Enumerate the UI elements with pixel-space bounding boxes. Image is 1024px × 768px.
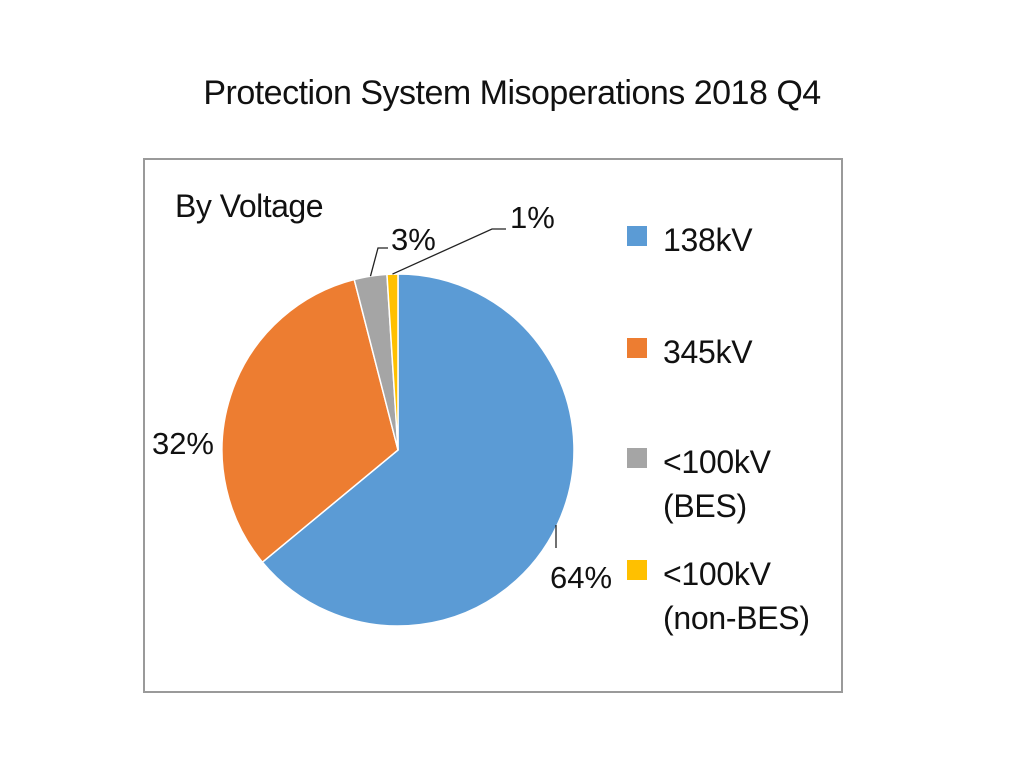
page-title: Protection System Misoperations 2018 Q4 <box>203 74 821 112</box>
legend-swatch-lt100kv-bes <box>627 448 647 468</box>
legend-label-line: 345kV <box>663 334 753 370</box>
data-labels: 64% 32% 3% 1% <box>152 200 612 595</box>
legend-label-line: 138kV <box>663 222 753 258</box>
legend-label-345kv: 345kV <box>663 330 843 374</box>
leader-line-lt100kv-bes <box>369 247 388 277</box>
legend-label-line: (non-BES) <box>663 600 810 636</box>
legend-label-lt100kv-bes: <100kV (BES) <box>663 440 843 528</box>
data-label-345kv: 32% <box>152 426 214 461</box>
legend-label-line: (BES) <box>663 488 747 524</box>
data-label-lt100kv-bes: 3% <box>391 222 436 257</box>
label-leader-lines <box>369 228 557 548</box>
pie-slices <box>221 273 575 627</box>
legend-swatch-138kv <box>627 226 647 246</box>
legend-label-lt100kv-non-bes: <100kV (non-BES) <box>663 552 843 640</box>
legend-swatch-345kv <box>627 338 647 358</box>
data-label-lt100kv-non-bes: 1% <box>510 200 555 235</box>
chart-frame <box>143 158 843 693</box>
legend-swatch-lt100kv-non-bes <box>627 560 647 580</box>
legend-label-138kv: 138kV <box>663 218 843 262</box>
leader-line-lt100kv-non-bes <box>392 228 506 275</box>
pie-slice-138kv <box>261 273 575 627</box>
legend-label-line: <100kV <box>663 444 771 480</box>
chart-subtitle: By Voltage <box>175 188 324 224</box>
pie-slice-345kv <box>221 278 399 564</box>
legend-label-line: <100kV <box>663 556 771 592</box>
data-label-138kv: 64% <box>550 560 612 595</box>
